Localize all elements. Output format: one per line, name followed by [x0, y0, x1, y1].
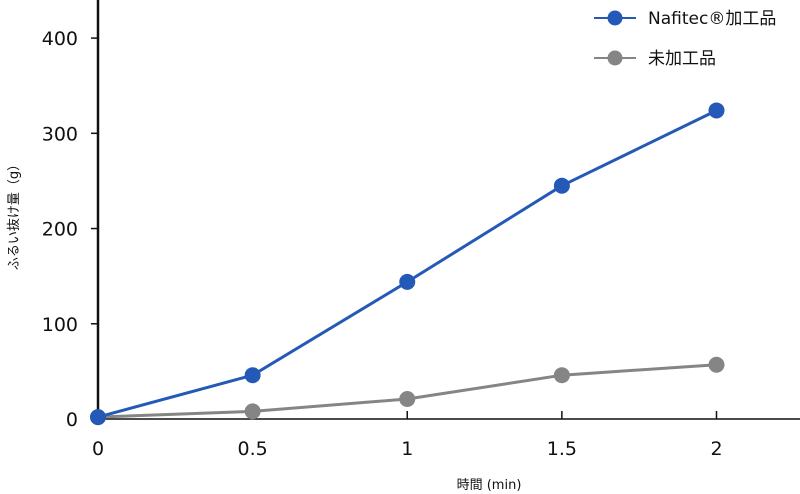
x-tick-label: 2	[710, 438, 722, 460]
legend-marker-untreated	[607, 50, 623, 66]
data-point	[90, 409, 106, 426]
legend: Nafitec®加工品 未加工品	[594, 9, 776, 69]
x-ticks: 0 0.5 1 1.5 2	[92, 411, 723, 460]
y-tick-label: 300	[42, 123, 78, 145]
data-point	[708, 356, 725, 373]
y-tick-label: 400	[42, 28, 78, 50]
x-tick-label: 1	[401, 438, 413, 460]
x-tick-label: 1.5	[547, 438, 577, 460]
legend-label-untreated: 未加工品	[648, 49, 716, 69]
y-tick-label: 100	[42, 314, 78, 336]
y-tick-label: 0	[66, 409, 78, 431]
y-ticks: 0 100 200 300 400	[42, 28, 98, 431]
data-point	[399, 391, 416, 408]
legend-marker-nafitec	[607, 10, 623, 26]
data-point	[553, 177, 570, 194]
x-axis-label: 時間 (min)	[457, 478, 522, 493]
y-axis-label: ふるい抜け量（g）	[6, 158, 22, 270]
data-point	[244, 367, 261, 384]
x-tick-label: 0	[92, 438, 104, 460]
data-point	[244, 403, 261, 420]
data-point	[553, 367, 570, 384]
x-tick-label: 0.5	[238, 438, 268, 460]
y-tick-label: 200	[42, 219, 78, 241]
data-point	[399, 273, 416, 290]
series-layer	[90, 102, 725, 426]
data-point	[708, 102, 725, 119]
legend-label-nafitec: Nafitec®加工品	[648, 9, 776, 29]
axes	[96, 0, 800, 420]
